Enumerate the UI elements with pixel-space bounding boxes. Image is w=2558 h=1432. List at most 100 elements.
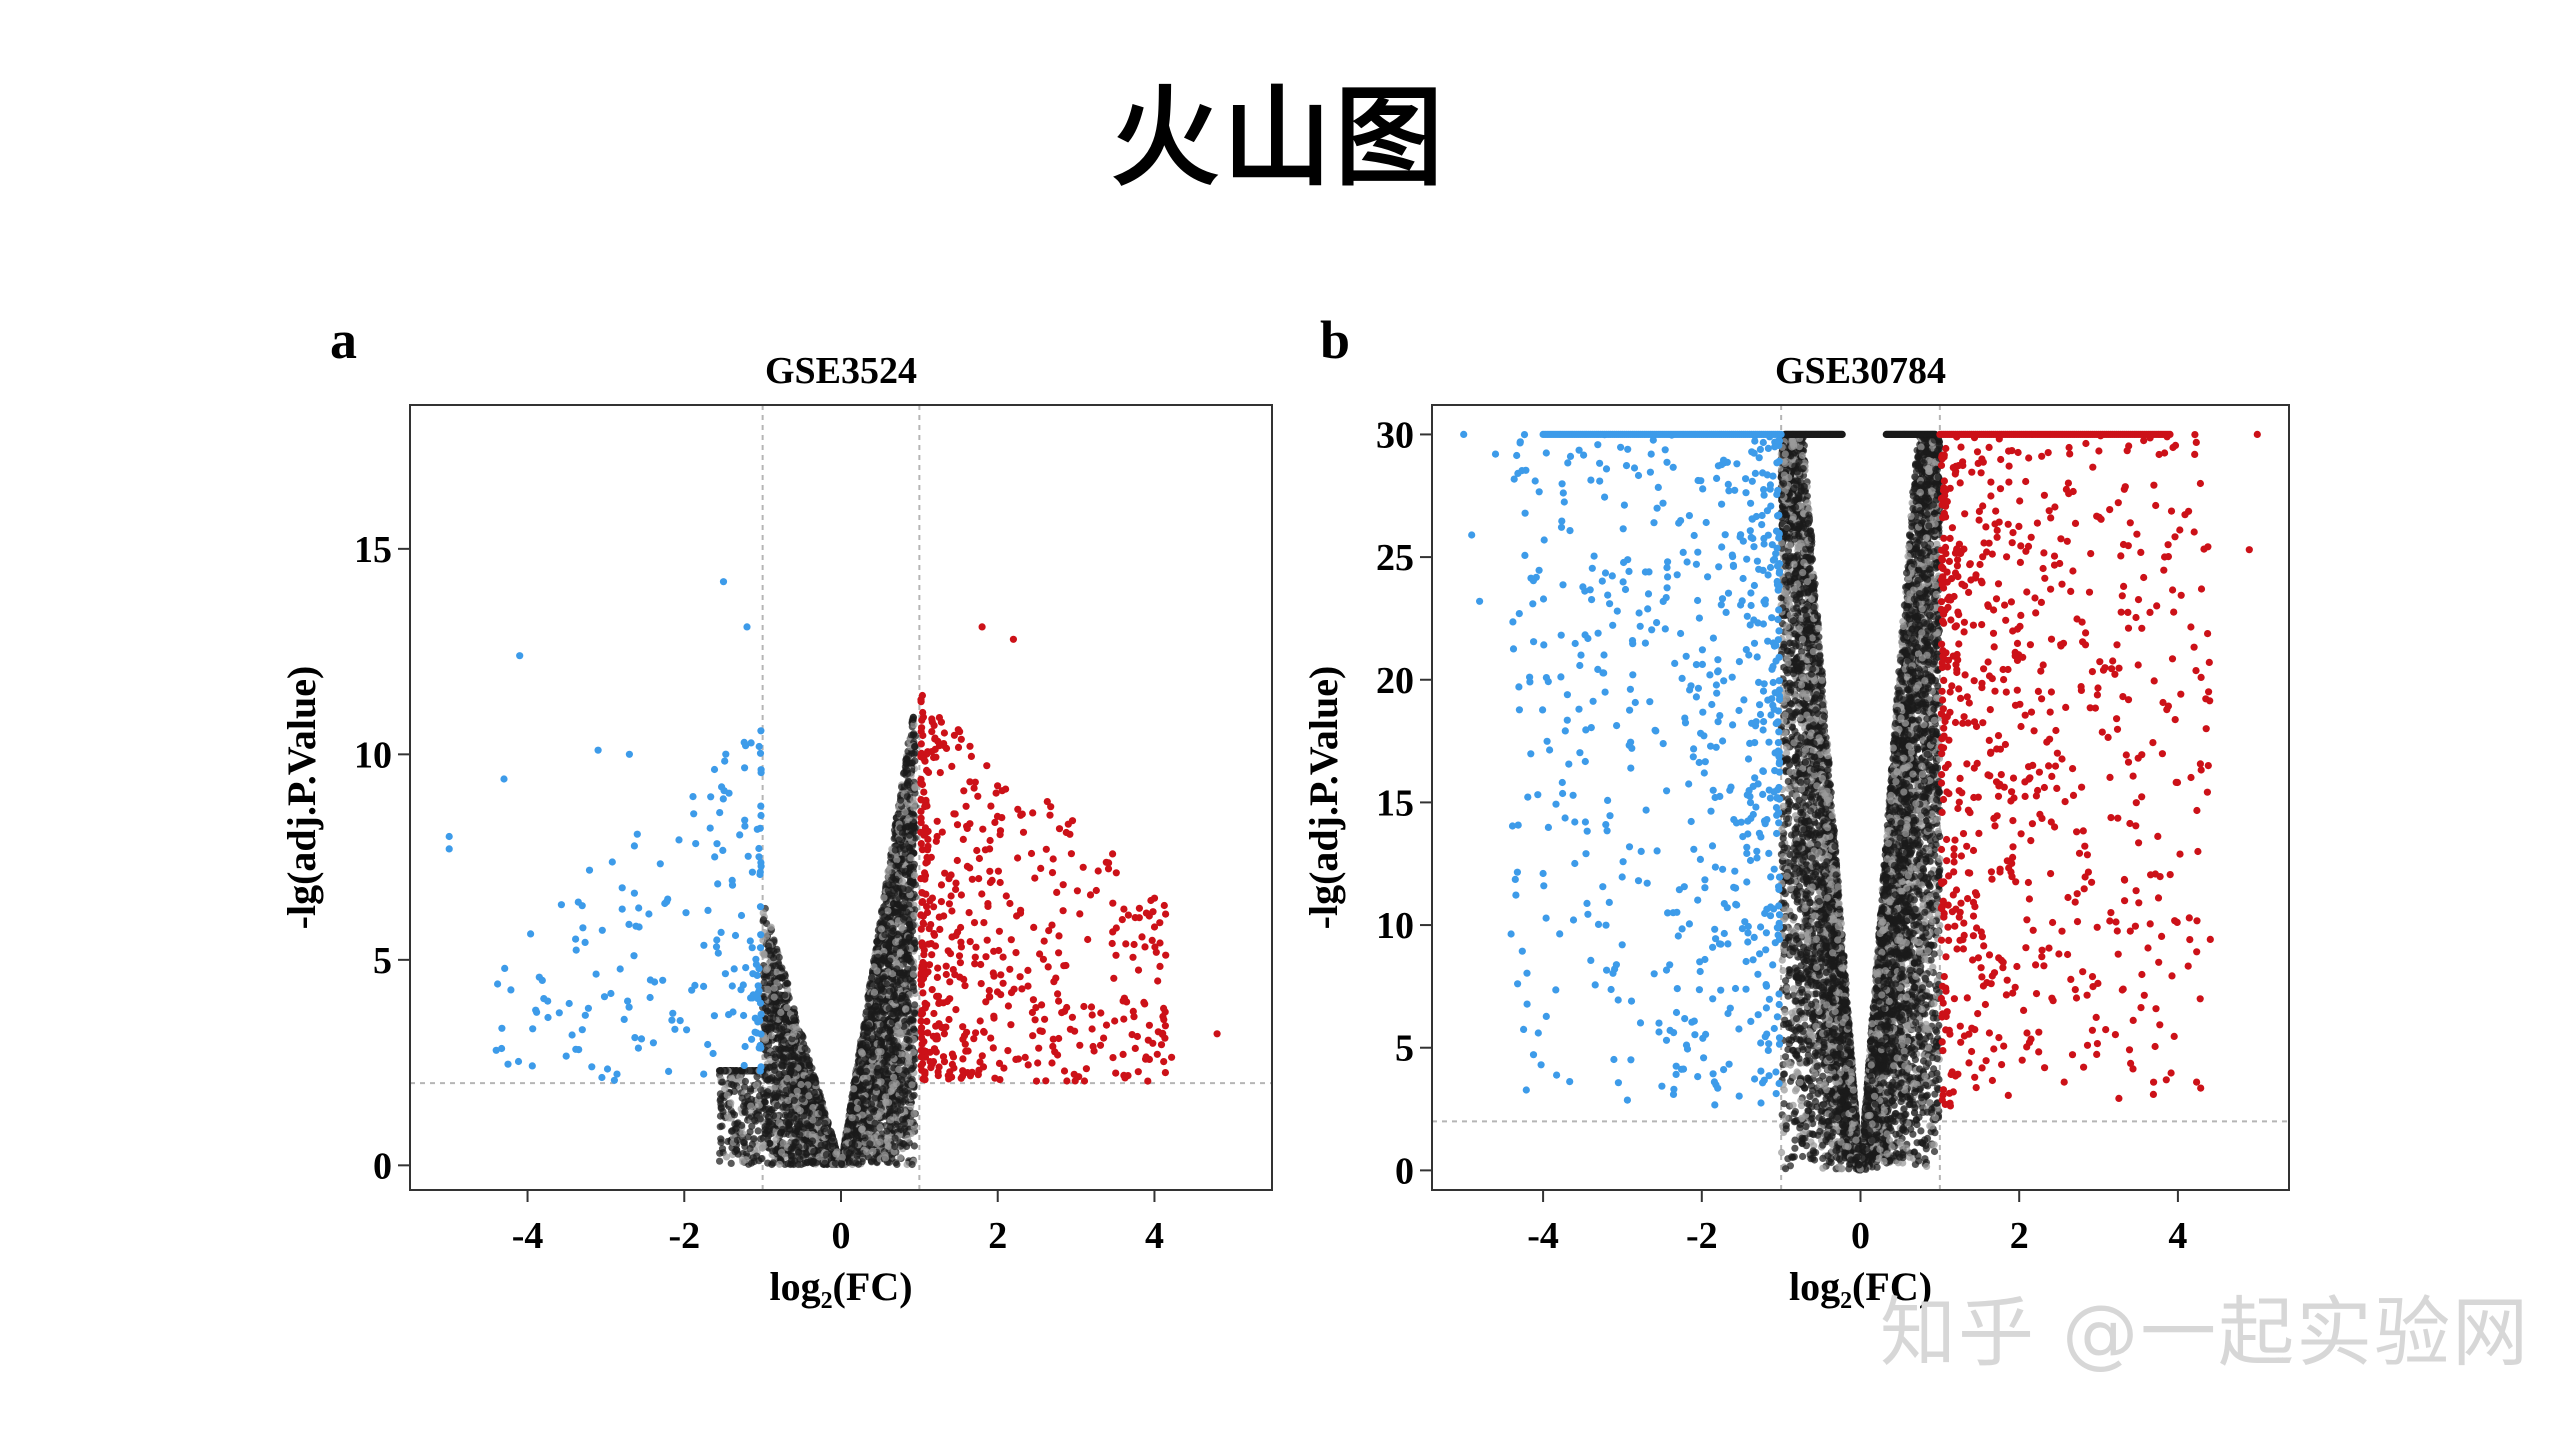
point-ns [890,1036,898,1045]
point-ns [868,1007,876,1016]
point-ns [869,1108,878,1116]
point-ns [901,1125,909,1133]
point-ns [884,907,892,915]
point-ns [802,1136,810,1144]
point-ns [777,1128,785,1137]
point-ns [904,965,912,973]
point-ns [911,1009,919,1018]
point-ns [877,925,886,933]
point-ns [717,1135,725,1143]
point-ns [876,1026,884,1035]
point-ns [773,1102,782,1110]
point-ns [880,894,888,902]
point-ns [897,796,905,804]
point-ns [755,1101,763,1109]
point-ns [881,1154,890,1162]
point-ns [891,1105,899,1113]
point-ns [898,842,906,850]
point-ns [891,1143,899,1151]
point-ns [734,1150,742,1158]
point-ns [880,987,888,996]
point-ns [787,1145,795,1153]
point-ns [741,1077,749,1085]
point-ns [724,1114,732,1122]
point-ns [909,979,917,987]
point-ns [903,793,911,801]
point-ns [716,1149,724,1157]
point-ns [911,881,920,889]
point-ns [727,1127,736,1135]
point-ns [911,784,919,792]
point-ns [741,1108,749,1116]
point-ns [866,1140,874,1148]
point-ns [868,980,876,988]
point-ns [771,1053,779,1061]
point-ns [901,808,909,816]
point-ns [909,715,917,723]
point-ns [889,975,897,983]
point-ns [768,1074,776,1082]
point-ns [898,923,906,932]
point-ns [883,1137,891,1145]
point-ns [753,1152,761,1160]
point-ns [876,1100,884,1108]
point-ns [858,1060,867,1068]
point-ns [908,1160,916,1169]
point-ns [904,769,912,778]
point-ns [761,973,769,981]
point-ns [736,1073,744,1081]
chart-title-a: GSE3524 [765,350,917,392]
point-ns [884,867,892,876]
point-ns [901,1066,909,1074]
point-ns [748,1122,756,1130]
point-ns [778,964,786,972]
point-ns [796,1155,804,1163]
point-ns [874,953,882,961]
point-ns [904,1134,912,1143]
point-ns [874,1071,882,1079]
point-ns [723,1091,731,1099]
point-ns [888,970,897,978]
point-ns [803,1142,811,1150]
point-ns [750,1116,759,1124]
point-ns [902,1005,910,1013]
point-ns [728,1144,736,1152]
point-ns [910,804,918,812]
point-ns [910,750,918,758]
point-ns [727,1159,735,1167]
point-ns [730,1111,739,1119]
point-ns [756,1115,764,1123]
point-ns [728,1080,736,1088]
point-ns [870,1155,878,1163]
point-ns [767,923,775,931]
point-ns [739,1130,747,1138]
point-ns [763,1091,771,1099]
point-ns [864,1002,872,1010]
point-ns [883,1127,891,1135]
point-ns [772,1136,780,1144]
point-ns [884,887,892,895]
point-ns [817,1141,825,1149]
point-ns [898,877,907,885]
page-title: 火山图 [1110,76,1447,201]
point-ns [878,1038,886,1046]
point-ns [772,1147,780,1155]
point-ns [876,1138,884,1146]
point-ns [882,1093,890,1101]
point-ns [853,1152,861,1160]
point-ns [911,834,919,842]
point-ns [818,1109,826,1117]
point-ns [777,1061,786,1069]
point-ns [905,916,913,924]
point-ns [909,810,917,818]
point-ns [757,1086,765,1094]
point-ns [716,1157,724,1165]
point-ns [899,1116,907,1124]
point-ns [778,974,787,982]
point-ns [766,1014,774,1023]
point-ns [905,934,913,943]
point-ns [757,1135,765,1143]
point-ns [759,916,768,924]
point-ns [768,1160,776,1169]
